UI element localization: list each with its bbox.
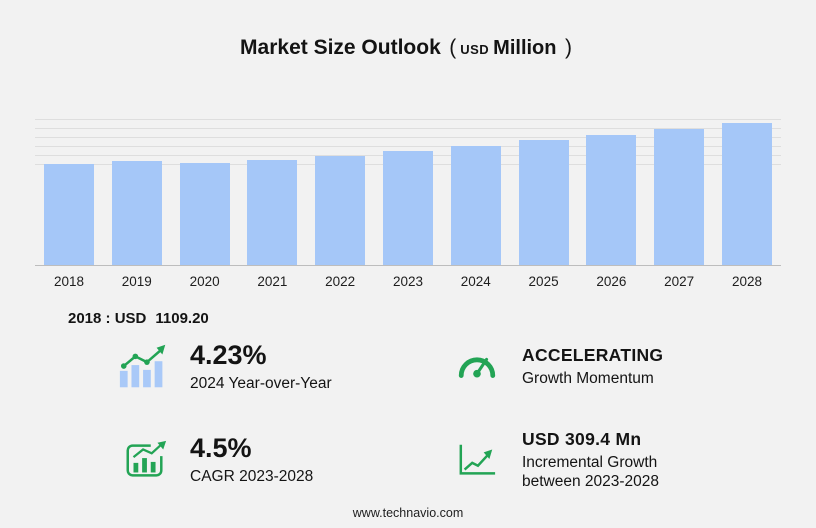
title-paren-open: ( [449, 36, 457, 59]
chart-bar-2027 [654, 128, 705, 265]
chart-bar-2022 [315, 155, 366, 265]
x-axis-label-2022: 2022 [325, 274, 356, 289]
stats-grid: 4.23% 2024 Year-over-Year ACCELERATING G… [116, 340, 816, 492]
x-axis-label-2028: 2028 [731, 274, 762, 289]
speedometer-icon [448, 347, 506, 387]
x-axis-label-2027: 2027 [664, 274, 695, 289]
gridline-1600 [35, 118, 781, 120]
stat-incremental: USD 309.4 Mn Incremental Growth between … [448, 429, 816, 492]
chart-bar-2021 [247, 160, 298, 265]
title-main: Market Size Outlook [240, 36, 441, 59]
website-url: www.technavio.com [352, 506, 464, 520]
stat-yoy: 4.23% 2024 Year-over-Year [116, 340, 448, 393]
chart-plot [35, 116, 781, 266]
yoy-label: 2024 Year-over-Year [190, 374, 332, 392]
bar-trend-icon [116, 343, 174, 391]
x-axis-label-2019: 2019 [121, 274, 152, 289]
chart-title: Market Size Outlook (USD Million ) [0, 0, 816, 60]
chart-bar-2023 [382, 150, 433, 265]
chart-bar-2018 [44, 164, 94, 265]
chart-bar-2024 [450, 145, 501, 265]
incremental-label-line2: between 2023-2028 [522, 473, 660, 491]
title-paren-close: ) [564, 36, 572, 59]
x-axis-label-2025: 2025 [528, 274, 559, 289]
base-year-amount: 1109.20 [155, 310, 209, 327]
momentum-value: ACCELERATING [522, 345, 664, 366]
chart-bar-2020 [179, 163, 230, 265]
title-unit-label: Million [493, 37, 557, 59]
x-axis-label-2026: 2026 [596, 274, 627, 289]
incremental-label-line1: Incremental Growth [522, 454, 658, 472]
x-axis-label-2018: 2018 [53, 274, 85, 289]
x-axis-label-2023: 2023 [392, 274, 423, 289]
yoy-value: 4.23% [190, 340, 267, 370]
chart-bar-2025 [518, 140, 569, 265]
chart-bar-2026 [586, 134, 637, 265]
chart-bar-2019 [111, 160, 162, 265]
chart-bars [44, 116, 772, 265]
chart-growth-box-icon [116, 438, 174, 482]
title-usd-label: USD [460, 42, 490, 57]
line-growth-axes-icon [448, 442, 506, 478]
chart-bar-2028 [721, 122, 772, 265]
incremental-value: USD 309.4 Mn [522, 429, 642, 450]
cagr-label: CAGR 2023-2028 [190, 468, 314, 486]
market-size-chart: 2018 2019 2020 2021 2022 2023 2024 2025 2026 2027… [35, 116, 781, 289]
chart-x-labels: 2018 2019 2020 2021 2022 2023 2024 2025 2026 2027… [44, 274, 772, 289]
momentum-label: Growth Momentum [522, 370, 654, 388]
x-axis-label-2020: 2020 [189, 274, 220, 289]
gridline-1500 [35, 127, 781, 129]
base-year-label: 2018 : USD [68, 310, 147, 327]
x-axis-label-2024: 2024 [460, 274, 491, 289]
stat-momentum: ACCELERATING Growth Momentum [448, 341, 816, 393]
x-axis-label-2021: 2021 [257, 274, 288, 289]
stat-cagr: 4.5% CAGR 2023-2028 [116, 429, 448, 492]
gridline-1300 [35, 145, 781, 147]
cagr-value: 4.5% [190, 433, 252, 464]
gridline-1400 [35, 136, 781, 138]
base-year-value: 2018 : USD 1109.20 [68, 310, 816, 327]
